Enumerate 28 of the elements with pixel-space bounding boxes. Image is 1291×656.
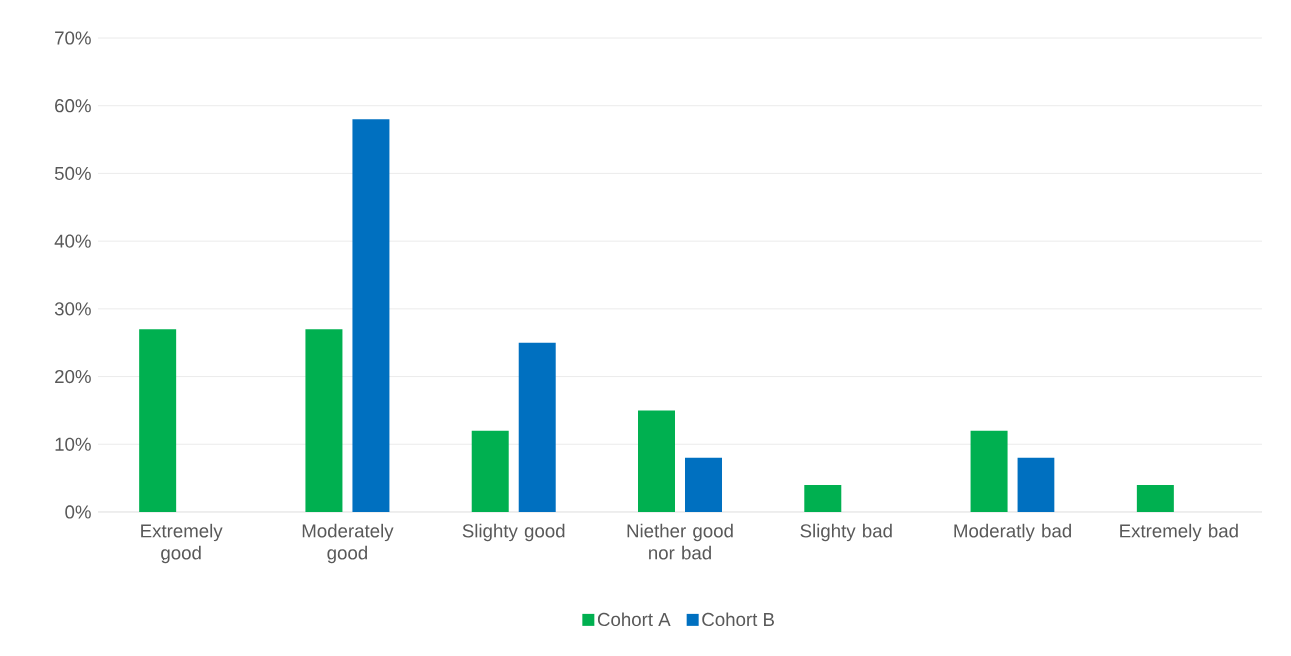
bar [638,410,675,512]
x-tick-label: Slighty bad [800,523,892,542]
y-tick-label: 30% [54,302,91,316]
y-tick-label: 10% [55,437,91,451]
x-tick-label: Extremely bad [1120,523,1238,542]
y-tick-label: 50% [54,166,91,181]
y-tick-label: 40% [54,234,91,248]
x-tick-label: Moderately good [302,523,394,564]
y-tick-label: 0% [65,505,91,519]
bar [471,430,509,512]
y-tick-label: 70% [55,31,91,45]
x-tick-label: Moderatly bad [954,523,1072,542]
bar [352,119,390,512]
bar [518,342,556,512]
bar [1136,484,1174,512]
bar [305,329,343,512]
bar [1017,457,1055,512]
bar [685,457,722,512]
x-tick-label: Slighty good [462,523,565,542]
bar [970,430,1008,512]
y-tick-label: 60% [55,99,91,113]
x-tick-label: Niether good nor bad [627,523,733,560]
x-tick-label: Extremely good [141,523,223,564]
legend-label: Cohort B [702,612,774,627]
y-tick-label: 20% [55,369,91,384]
bar [139,329,177,512]
bar [804,484,842,512]
legend-label: Cohort A [597,612,671,627]
